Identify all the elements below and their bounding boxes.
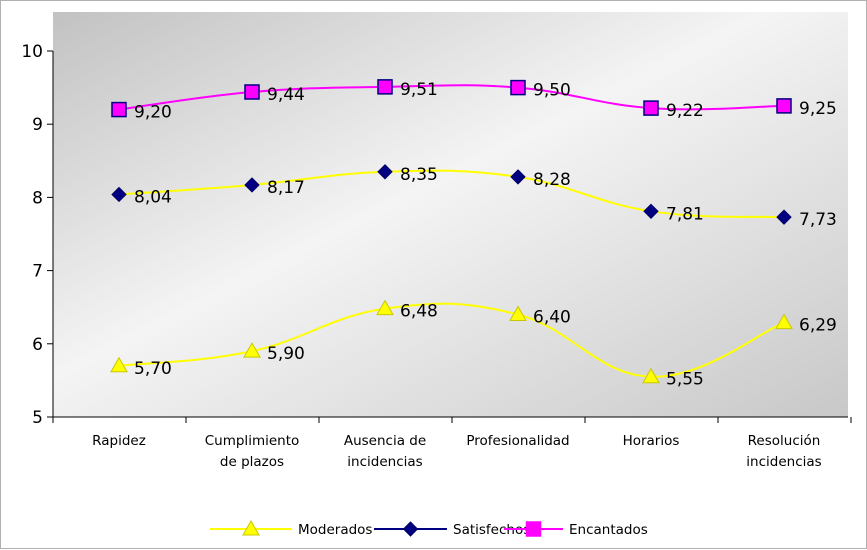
y-tick-label: 8 [32, 188, 43, 208]
legend-item-satisfechos: Satisfechos [374, 521, 530, 538]
y-tick-label: 5 [32, 408, 43, 428]
data-label: 7,73 [799, 210, 837, 230]
y-tick-label: 10 [21, 42, 43, 62]
data-point [776, 209, 792, 225]
legend-item-encantados: Encantados [504, 521, 648, 538]
data-point [377, 79, 393, 95]
series-line [118, 84, 785, 111]
data-point [111, 101, 127, 118]
data-point [510, 169, 526, 185]
data-point [244, 177, 260, 193]
legend-label: Satisfechos [453, 522, 530, 538]
legend-marker [525, 521, 542, 537]
legend: Moderados Satisfechos Encantados [210, 519, 648, 538]
y-tick-label: 7 [32, 262, 43, 282]
series-line [118, 302, 785, 378]
y-tick-label: 9 [32, 115, 43, 135]
legend-marker [402, 521, 419, 537]
plot-area [53, 12, 848, 417]
data-label: 5,70 [134, 359, 172, 379]
data-label: 9,50 [533, 81, 571, 101]
data-label: 6,48 [400, 302, 438, 322]
data-point [776, 98, 792, 114]
data-label: 6,40 [533, 308, 571, 328]
series-satisfechos: 8,04 8,17 8,35 8,28 7,81 7,73 [111, 164, 837, 230]
data-point [775, 313, 793, 330]
data-point [643, 203, 659, 220]
data-label: 5,90 [267, 344, 305, 364]
series-encantados: 9,20 9,44 9,51 9,50 9,22 9,25 [111, 79, 837, 123]
data-label: 7,81 [666, 204, 704, 224]
x-category-label: Ausencia de incidencias [344, 433, 426, 470]
data-point [111, 186, 127, 203]
data-label: 8,28 [533, 170, 571, 190]
legend-item-moderados: Moderados [210, 519, 372, 538]
data-label: 8,35 [400, 165, 438, 185]
data-label: 5,55 [666, 370, 704, 390]
data-point [643, 100, 659, 116]
data-label: 8,17 [267, 178, 305, 198]
data-point [244, 84, 260, 100]
data-label: 6,29 [799, 316, 837, 336]
series-line [118, 169, 785, 219]
data-point [110, 356, 128, 373]
series-moderados: 5,70 5,90 6,48 6,40 5,55 6,29 [110, 299, 837, 390]
x-category-label: Horarios [623, 433, 680, 449]
legend-marker [242, 519, 260, 536]
data-point [243, 342, 261, 358]
data-label: 9,44 [267, 85, 305, 105]
data-point [642, 367, 660, 384]
data-point [509, 305, 527, 322]
legend-label: Encantados [569, 522, 648, 538]
data-point [510, 79, 526, 96]
y-tick-label: 6 [32, 335, 43, 355]
x-category-label: Resolución incidencias [746, 433, 821, 470]
data-label: 9,22 [666, 101, 704, 121]
x-category-label: Cumplimiento de plazos [205, 433, 300, 470]
x-category-label: Profesionalidad [466, 433, 569, 449]
data-label: 9,51 [400, 80, 438, 100]
x-category-label: Rapidez [92, 433, 146, 449]
data-point [377, 164, 393, 180]
data-point [376, 299, 394, 316]
data-label: 9,25 [799, 99, 837, 119]
data-label: 8,04 [134, 187, 172, 207]
data-label: 9,20 [134, 103, 172, 123]
legend-label: Moderados [298, 522, 372, 538]
